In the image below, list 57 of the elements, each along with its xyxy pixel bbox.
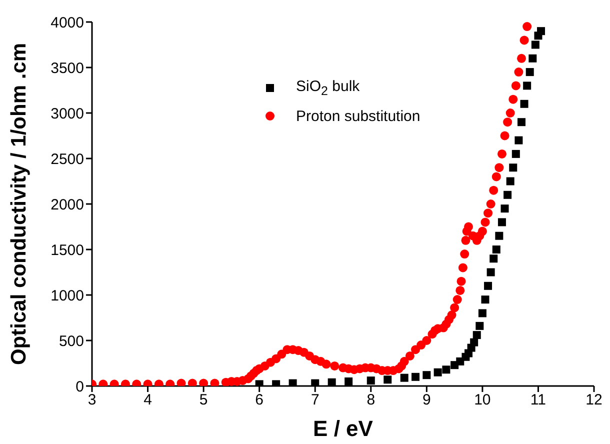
y-tick-label: 1000	[50, 287, 84, 304]
point	[366, 376, 375, 385]
x-tick-label: 8	[366, 392, 376, 409]
y-tick-label: 2000	[50, 196, 84, 214]
point	[412, 372, 420, 381]
point	[476, 322, 484, 330]
point	[288, 379, 297, 386]
y-axis-title: Optical conductivity / 1/ohm .cm	[7, 42, 30, 366]
point	[528, 54, 537, 62]
point	[400, 374, 408, 382]
x-tick-label: 5	[199, 392, 208, 409]
point	[526, 68, 534, 76]
x-tick-label: 10	[474, 392, 491, 409]
x-tick-label: 7	[310, 392, 320, 409]
point	[504, 190, 512, 199]
point	[500, 204, 509, 213]
point	[517, 118, 526, 126]
point	[328, 378, 336, 386]
point	[495, 232, 504, 240]
y-tick-label: 1500	[50, 242, 84, 259]
point	[520, 100, 528, 108]
point	[486, 268, 495, 276]
point	[523, 82, 532, 90]
point	[537, 27, 546, 36]
point	[422, 371, 431, 380]
y-tick-label: 2500	[50, 150, 84, 168]
point	[344, 377, 353, 386]
point	[506, 177, 514, 186]
point	[498, 218, 506, 226]
point	[490, 254, 498, 263]
point	[531, 40, 540, 49]
point	[514, 136, 523, 144]
point	[434, 368, 442, 376]
legend-label: SiO$_{2}$ bulk	[296, 78, 360, 98]
y-tick-label: 0	[76, 378, 84, 396]
point	[478, 309, 486, 318]
x-tick-label: 6	[255, 392, 264, 409]
y-tick-label: 3000	[50, 105, 84, 122]
y-tick-label: 500	[58, 332, 84, 350]
x-tick-label: 3	[88, 392, 96, 409]
point	[311, 379, 320, 386]
x-axis-title: E / eV	[313, 416, 374, 441]
point	[492, 246, 500, 254]
x-tick-label: 9	[422, 392, 431, 409]
x-tick-label: 12	[586, 392, 602, 409]
point	[481, 296, 490, 304]
y-tick-label: 3500	[50, 60, 84, 77]
x-tick-label: 11	[530, 392, 546, 409]
point	[509, 164, 518, 172]
point	[384, 376, 392, 384]
point	[484, 282, 492, 290]
y-tick-label: 4000	[50, 14, 84, 32]
legend-label: Proton substitution	[296, 108, 420, 124]
point	[442, 366, 450, 374]
point	[512, 150, 520, 158]
point	[472, 331, 481, 340]
x-tick-label: 4	[144, 392, 152, 409]
